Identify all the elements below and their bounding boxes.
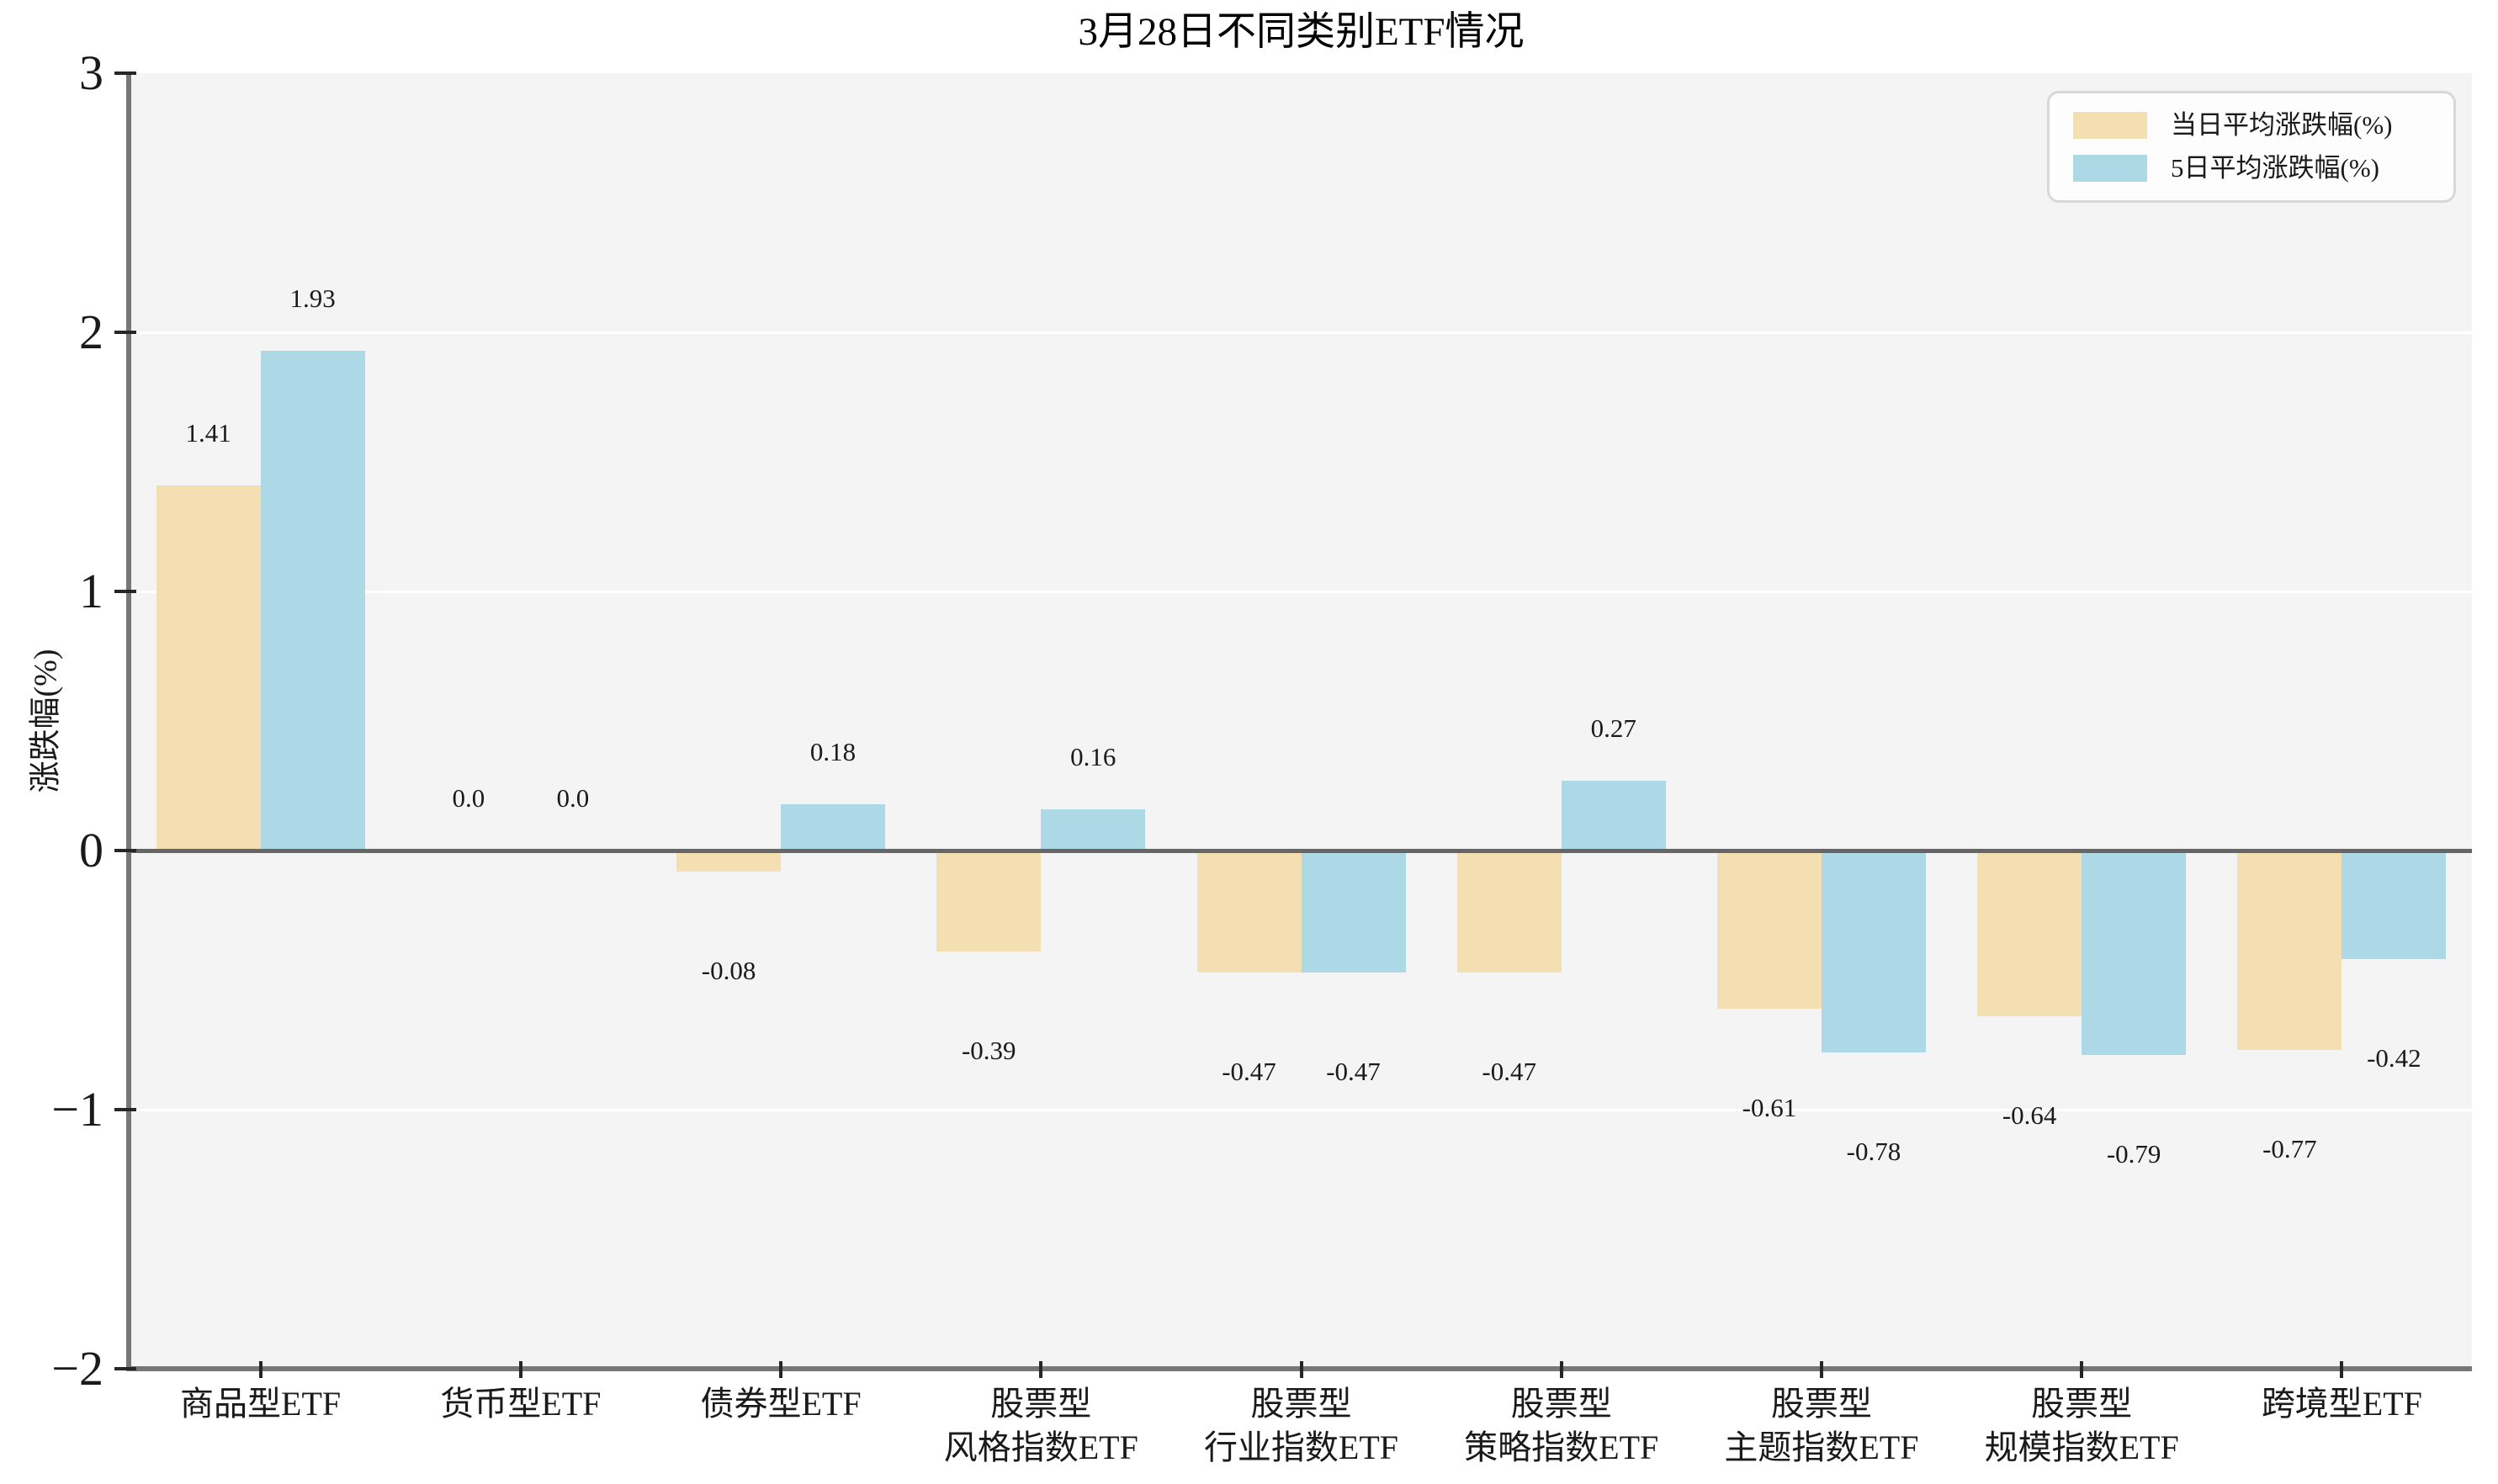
x-tick [2340,1361,2344,1378]
bar-series1-cat2 [781,803,886,851]
value-label: 1.93 [289,283,336,313]
value-label: -0.79 [2106,1139,2161,1169]
x-tick [1299,1361,1303,1378]
zero-line [127,848,2472,853]
gridline [130,1108,2472,1111]
y-tick [114,72,136,75]
y-tick-label: 2 [79,305,103,359]
x-tick-label: 股票型 规模指数ETF [1984,1385,2179,1466]
x-tick [518,1361,522,1378]
value-label: -0.08 [701,955,756,985]
value-label: -0.78 [1846,1137,1901,1167]
y-tick-label: 1 [79,564,103,618]
bar-series1-cat7 [2082,851,2187,1056]
bottom-spine [126,1366,2472,1371]
value-label: 0.18 [809,736,857,766]
bar-series0-cat3 [936,851,1042,952]
legend: 当日平均涨跌幅(%) 5日平均涨跌幅(%) [2047,91,2456,203]
value-label: -0.64 [2002,1100,2057,1131]
legend-item-daily-avg: 当日平均涨跌幅(%) [2073,110,2430,140]
legend-swatch-5day-avg-icon [2073,155,2147,182]
y-axis-label: 涨跌幅(%) [28,649,64,793]
x-tick-label: 跨境型ETF [2261,1385,2422,1423]
x-tick-label: 股票型 主题指数ETF [1724,1385,1919,1466]
y-tick [114,331,136,334]
x-tick-label: 股票型 风格指数ETF [943,1385,1138,1466]
x-tick [779,1361,783,1378]
x-tick [258,1361,263,1378]
legend-label-5day-avg: 5日平均涨跌幅(%) [2171,153,2379,183]
x-tick [1039,1361,1043,1378]
legend-label-daily-avg: 当日平均涨跌幅(%) [2171,110,2393,140]
bar-series0-cat0 [156,485,261,851]
bar-series1-cat0 [260,350,365,851]
y-tick-label: 0 [79,823,103,877]
value-label: 0.0 [452,783,485,813]
value-label: -0.47 [1326,1056,1381,1086]
legend-swatch-daily-avg-icon [2073,112,2147,139]
bar-series1-cat6 [1821,851,1926,1053]
y-tick-label: 3 [79,45,103,100]
value-label: 0.27 [1590,713,1636,743]
bar-series0-cat4 [1196,851,1302,973]
value-label: -0.47 [1222,1056,1276,1086]
bar-series1-cat8 [2342,851,2447,960]
bar-series1-cat3 [1041,808,1146,851]
x-tick-label: 股票型 行业指数ETF [1203,1385,1399,1466]
bar-series0-cat5 [1456,851,1562,973]
y-tick-label: −2 [51,1341,103,1396]
value-label: -0.61 [1742,1092,1797,1122]
value-label: -0.42 [2367,1043,2421,1073]
legend-item-5day-avg: 5日平均涨跌幅(%) [2073,153,2430,183]
y-tick-label: −1 [51,1082,103,1137]
x-tick [2080,1361,2084,1378]
left-spine [126,73,131,1369]
bar-series0-cat2 [676,851,782,872]
y-tick [114,1108,136,1111]
value-label: 0.0 [556,783,590,813]
bar-series0-cat8 [2237,851,2342,1051]
value-label: -0.39 [961,1036,1016,1066]
y-tick [114,849,136,852]
x-tick [1559,1361,1563,1378]
x-tick-label: 债券型ETF [700,1385,862,1423]
value-label: -0.77 [2262,1134,2317,1164]
bar-series1-cat5 [1561,780,1666,851]
y-tick [114,1367,136,1370]
x-tick-label: 股票型 策略指数ETF [1464,1385,1659,1466]
bar-series0-cat6 [1716,851,1822,1009]
x-tick-label: 货币型ETF [440,1385,602,1423]
value-label: -0.47 [1482,1056,1536,1086]
bar-series0-cat7 [1977,851,2082,1017]
gridline [130,331,2472,334]
chart-title: 3月28日不同类别ETF情况 [1078,10,1525,54]
bar-series1-cat4 [1301,851,1406,973]
y-tick [114,590,136,593]
value-label: 0.16 [1070,741,1116,771]
x-tick-label: 商品型ETF [180,1385,342,1423]
value-label: 1.41 [185,417,231,448]
x-tick [1819,1361,1823,1378]
plot-area [127,73,2472,1369]
gridline [130,590,2472,593]
